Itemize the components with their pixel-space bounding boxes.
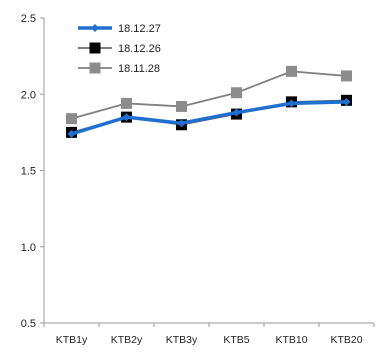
data-point	[232, 108, 241, 117]
y-tick-label: 2.0	[21, 89, 36, 101]
data-point	[121, 97, 132, 109]
data-point	[341, 70, 352, 82]
legend-label: 18.11.28	[118, 63, 160, 75]
legend-item: 18.12.27	[78, 23, 161, 35]
legend-item: 18.12.26	[78, 42, 161, 55]
data-point	[231, 87, 242, 99]
x-tick-label: KTB3y	[166, 334, 198, 346]
y-tick-label: 2.5	[21, 13, 36, 25]
x-tick-label: KTB1y	[56, 334, 88, 346]
x-tick-label: KTB2y	[111, 334, 143, 346]
series-layer	[66, 65, 352, 138]
legend-label: 18.12.27	[118, 23, 161, 35]
x-tick-label: KTB20	[330, 334, 362, 346]
series-line	[71, 70, 347, 120]
data-point	[177, 119, 186, 128]
legend-swatch-marker	[89, 62, 101, 74]
y-tick-label: 1.5	[21, 166, 36, 178]
y-tick-label: 1.0	[21, 242, 36, 254]
x-tick-label: KTB5	[223, 334, 249, 346]
data-point	[176, 100, 187, 112]
legend-label: 18.12.26	[118, 43, 161, 55]
legend-swatch-marker	[91, 24, 99, 32]
data-point	[67, 129, 76, 138]
data-point	[66, 113, 77, 125]
x-tick-label: KTB10	[275, 334, 307, 346]
legend: 18.12.27 18.12.26 18.11.28	[78, 23, 161, 75]
series-line	[70, 100, 347, 136]
x-axis-ticks: KTB1y KTB2y KTB3y KTB5 KTB10 KTB20	[43, 323, 375, 346]
y-axis-ticks: 0.5 1.0 1.5 2.0 2.5	[21, 13, 44, 330]
data-point	[342, 97, 351, 106]
series-18.11.28	[66, 65, 352, 125]
y-tick-label: 0.5	[21, 318, 36, 330]
legend-item: 18.11.28	[78, 62, 160, 75]
data-point	[122, 113, 131, 122]
data-point	[287, 99, 296, 108]
data-point	[286, 65, 297, 77]
series-18.12.27	[67, 97, 351, 138]
legend-swatch-marker	[89, 42, 101, 54]
